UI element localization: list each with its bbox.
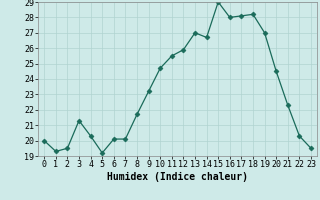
X-axis label: Humidex (Indice chaleur): Humidex (Indice chaleur) [107, 172, 248, 182]
